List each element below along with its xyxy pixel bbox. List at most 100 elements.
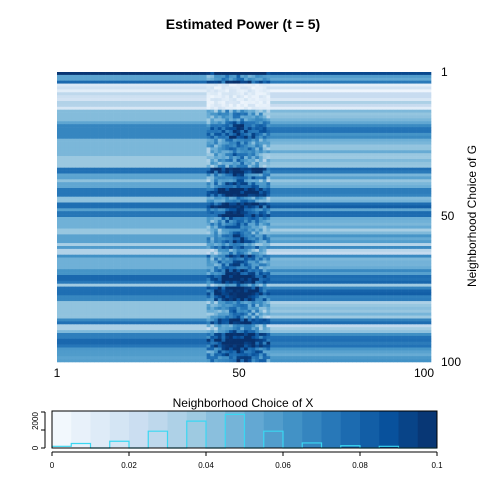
- heatmap-cell: [79, 115, 84, 119]
- heatmap-cell: [143, 138, 148, 142]
- heatmap-cell: [247, 112, 252, 116]
- heatmap-cell: [408, 196, 413, 200]
- heatmap-cell: [131, 106, 136, 110]
- heatmap-cell: [266, 164, 271, 168]
- heatmap-cell: [210, 132, 215, 137]
- heatmap-cell: [266, 138, 271, 142]
- heatmap-cell: [393, 109, 398, 113]
- heatmap-cell: [258, 173, 263, 177]
- heatmap-cell: [157, 86, 163, 90]
- heatmap-cell: [146, 144, 151, 148]
- heatmap-cell: [143, 121, 148, 125]
- heatmap-cell: [352, 95, 357, 99]
- heatmap-cell: [229, 112, 234, 116]
- heatmap-cell: [311, 167, 316, 171]
- heatmap-cell: [352, 80, 357, 84]
- heatmap-cell: [169, 141, 174, 145]
- heatmap-cell: [266, 159, 271, 163]
- heatmap-cell: [236, 72, 241, 76]
- heatmap-cell: [419, 72, 424, 76]
- heatmap-cell: [75, 80, 80, 84]
- heatmap-cell: [337, 176, 342, 180]
- heatmap-cell: [180, 182, 185, 186]
- heatmap-cell: [303, 112, 308, 116]
- heatmap-cell: [184, 127, 189, 131]
- heatmap-cell: [266, 83, 271, 87]
- heatmap-cell: [389, 150, 394, 154]
- heatmap-cell: [124, 211, 129, 215]
- heatmap-cell: [135, 202, 140, 206]
- heatmap-cell: [277, 101, 282, 105]
- heatmap-cell: [221, 86, 226, 90]
- heatmap-cell: [255, 179, 260, 183]
- heatmap-cell: [206, 98, 211, 102]
- heatmap-cell: [356, 156, 361, 160]
- heatmap-cell: [172, 199, 177, 203]
- heatmap-cell: [356, 103, 361, 108]
- heatmap-cell: [191, 156, 196, 160]
- heatmap-cell: [393, 188, 398, 192]
- heatmap-cell: [236, 80, 241, 84]
- heatmap-cell: [378, 109, 383, 113]
- heatmap-cell: [315, 86, 320, 90]
- heatmap-cell: [315, 95, 320, 99]
- heatmap-cell: [363, 115, 368, 119]
- heatmap-cell: [296, 153, 301, 157]
- heatmap-cell: [423, 202, 428, 206]
- heatmap-cell: [116, 83, 121, 87]
- heatmap-cell: [64, 156, 69, 160]
- heatmap-cell: [318, 101, 323, 105]
- heatmap-cell: [341, 118, 346, 122]
- heatmap-cell: [273, 173, 278, 177]
- heatmap-cell: [113, 211, 118, 215]
- heatmap-cell: [75, 124, 80, 128]
- heatmap-cell: [270, 159, 275, 163]
- heatmap-cell: [199, 167, 204, 171]
- heatmap-cell: [315, 141, 320, 145]
- heatmap-cell: [176, 147, 181, 151]
- heatmap-cell: [341, 190, 346, 195]
- heatmap-cell: [326, 185, 331, 189]
- heatmap-cell: [83, 127, 88, 131]
- heatmap-cell: [195, 214, 200, 218]
- heatmap-cell: [105, 130, 110, 134]
- heatmap-cell: [217, 199, 222, 203]
- heatmap-cell: [330, 196, 335, 200]
- heatmap-cell: [412, 173, 417, 177]
- heatmap-cell: [206, 176, 211, 180]
- heatmap-cell: [251, 147, 256, 151]
- heatmap-cell: [300, 124, 305, 128]
- heatmap-cell: [281, 121, 286, 125]
- heatmap-cell: [191, 205, 196, 209]
- heatmap-cell: [296, 202, 301, 206]
- heatmap-cell: [236, 138, 241, 142]
- heatmap-cell: [378, 190, 383, 195]
- heatmap-cell: [217, 109, 222, 113]
- heatmap-cell: [214, 156, 219, 160]
- heatmap-cell: [348, 74, 353, 79]
- heatmap-cell: [199, 83, 204, 87]
- heatmap-cell: [202, 156, 207, 160]
- heatmap-cell: [356, 132, 361, 137]
- heatmap-cell: [311, 188, 316, 192]
- heatmap-cell: [94, 205, 99, 209]
- heatmap-cell: [348, 92, 353, 96]
- heatmap-cell: [393, 138, 398, 142]
- heatmap-cell: [113, 156, 118, 160]
- heatmap-cell: [277, 161, 282, 166]
- heatmap-cell: [98, 118, 103, 122]
- heatmap-cell: [300, 89, 305, 93]
- heatmap-cell: [356, 199, 361, 203]
- heatmap-cell: [225, 147, 230, 151]
- heatmap-cell: [116, 164, 121, 168]
- heatmap-cell: [210, 95, 215, 99]
- heatmap-cell: [57, 72, 62, 76]
- heatmap-cell: [135, 118, 140, 122]
- heatmap-cell: [131, 138, 136, 142]
- heatmap-cell: [419, 188, 424, 192]
- heatmap-cell: [303, 208, 308, 212]
- heatmap-cell: [154, 98, 159, 102]
- heatmap-cell: [251, 144, 256, 148]
- heatmap-cell: [79, 124, 84, 128]
- heatmap-cell: [374, 214, 379, 218]
